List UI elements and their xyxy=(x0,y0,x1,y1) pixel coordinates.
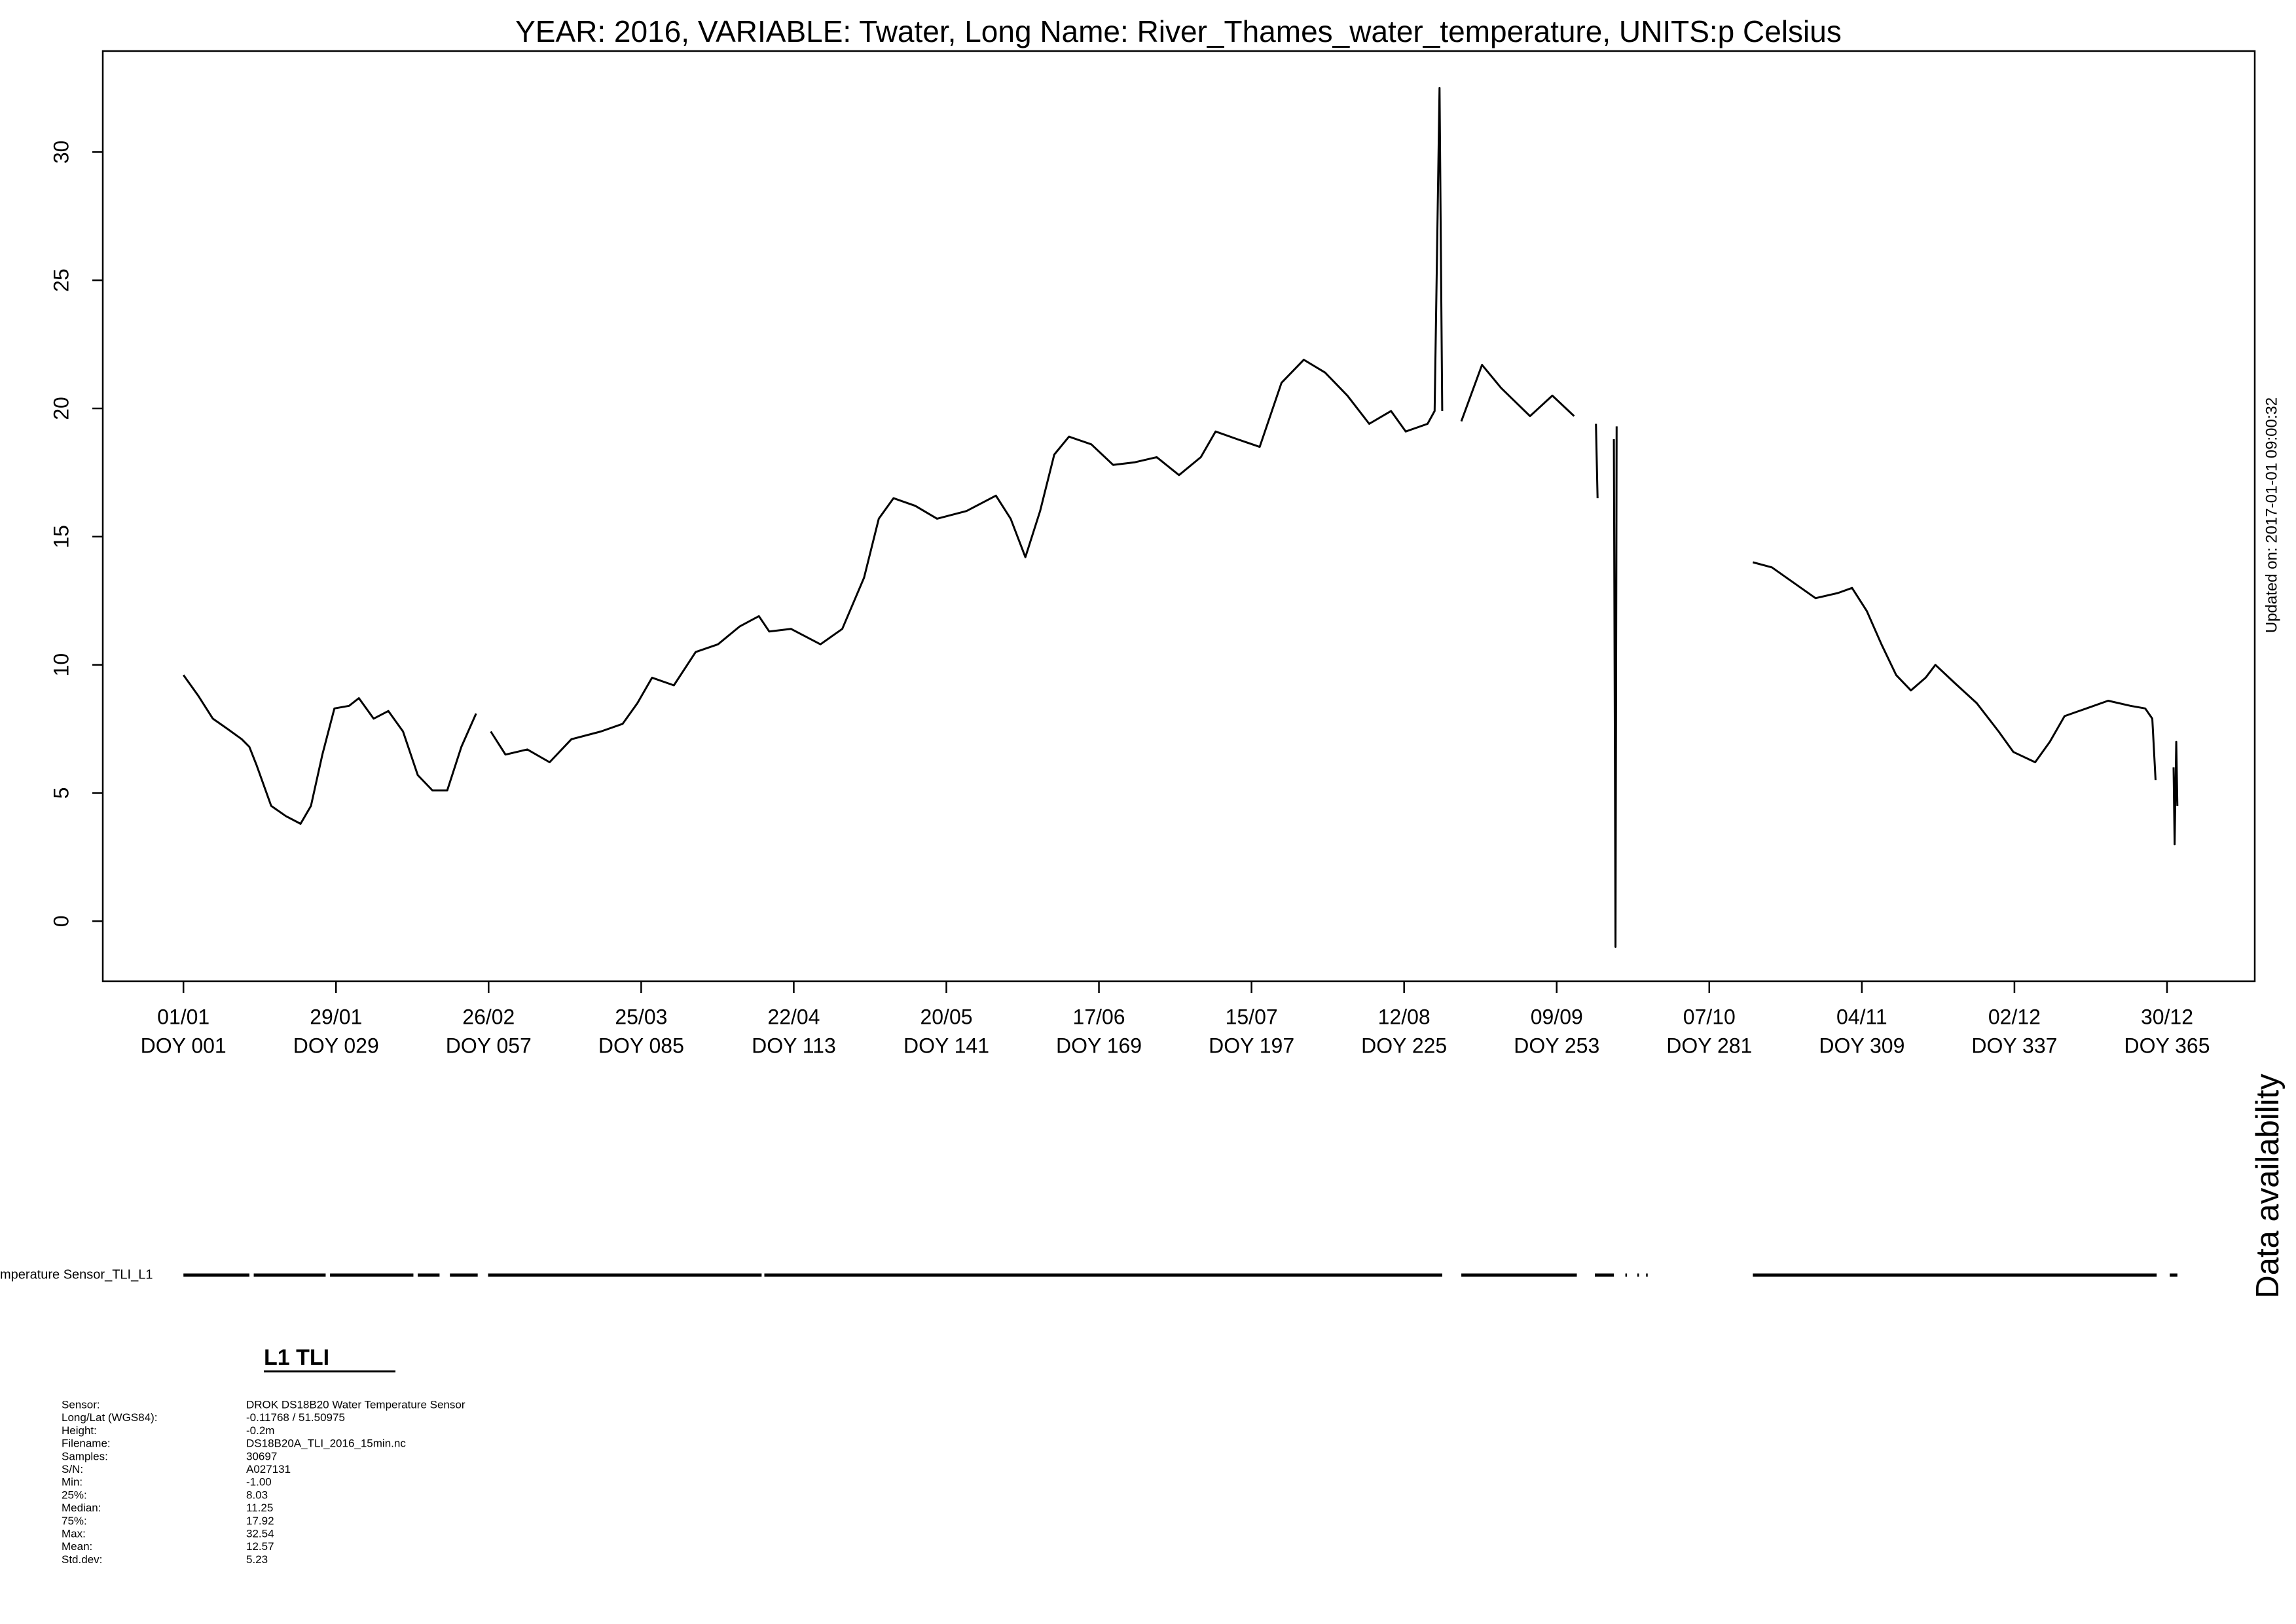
data-line xyxy=(182,86,2179,948)
x-tick-doy: DOY 253 xyxy=(1514,1034,1599,1057)
info-label: Mean: xyxy=(62,1540,92,1553)
info-label: Max: xyxy=(62,1527,86,1540)
info-label: S/N: xyxy=(62,1463,83,1475)
x-tick-doy: DOY 141 xyxy=(903,1034,989,1057)
x-tick-label: 02/12 xyxy=(1988,1005,2041,1028)
info-label: 25%: xyxy=(62,1489,87,1501)
x-tick-doy: DOY 365 xyxy=(2124,1034,2210,1057)
x-tick-doy: DOY 057 xyxy=(446,1034,532,1057)
info-value: 32.54 xyxy=(246,1527,274,1540)
y-tick-label: 10 xyxy=(49,653,73,677)
availability-label: mperature Sensor_TLI_L1 xyxy=(0,1267,153,1282)
y-tick-label: 25 xyxy=(49,268,73,292)
info-value: 8.03 xyxy=(246,1489,268,1501)
x-tick-doy: DOY 085 xyxy=(598,1034,684,1057)
x-tick-label: 25/03 xyxy=(615,1005,667,1028)
x-tick-doy: DOY 225 xyxy=(1361,1034,1447,1057)
x-tick-label: 29/01 xyxy=(310,1005,362,1028)
info-label: Std.dev: xyxy=(62,1553,102,1566)
info-value: 30697 xyxy=(246,1450,277,1462)
x-tick-label: 26/02 xyxy=(462,1005,515,1028)
x-tick-label: 20/05 xyxy=(920,1005,972,1028)
info-label: Height: xyxy=(62,1424,97,1437)
info-label: Filename: xyxy=(62,1437,111,1450)
x-tick-doy: DOY 113 xyxy=(752,1034,836,1057)
x-tick-label: 12/08 xyxy=(1378,1005,1430,1028)
info-label: Sensor: xyxy=(62,1398,100,1411)
info-label: Median: xyxy=(62,1502,101,1514)
info-value: -0.2m xyxy=(246,1424,274,1437)
x-tick-doy: DOY 309 xyxy=(1819,1034,1904,1057)
x-tick-label: 17/06 xyxy=(1073,1005,1125,1028)
x-tick-label: 30/12 xyxy=(2141,1005,2193,1028)
y-tick-label: 0 xyxy=(49,915,73,927)
info-label: Long/Lat (WGS84): xyxy=(62,1411,157,1424)
info-heading: L1 TLI xyxy=(264,1345,329,1370)
x-tick-label: 01/01 xyxy=(157,1005,210,1028)
y-tick-label: 20 xyxy=(49,397,73,420)
x-tick-doy: DOY 029 xyxy=(293,1034,379,1057)
x-tick-label: 09/09 xyxy=(1531,1005,1583,1028)
x-tick-label: 07/10 xyxy=(1683,1005,1736,1028)
y-tick-label: 5 xyxy=(49,787,73,799)
x-tick-doy: DOY 281 xyxy=(1666,1034,1752,1057)
x-tick-doy: DOY 337 xyxy=(1971,1034,2057,1057)
x-tick-label: 04/11 xyxy=(1836,1005,1887,1028)
info-value: 17.92 xyxy=(246,1515,274,1527)
info-label: 75%: xyxy=(62,1515,87,1527)
info-value: 5.23 xyxy=(246,1553,268,1566)
x-tick-label: 15/07 xyxy=(1226,1005,1278,1028)
info-value: 12.57 xyxy=(246,1540,274,1553)
x-tick-doy: DOY 197 xyxy=(1209,1034,1294,1057)
x-tick-label: 22/04 xyxy=(767,1005,820,1028)
y-tick-label: 30 xyxy=(49,141,73,164)
info-value: A027131 xyxy=(246,1463,291,1475)
info-value: -0.11768 / 51.50975 xyxy=(246,1411,345,1424)
x-tick-doy: DOY 169 xyxy=(1056,1034,1142,1057)
info-value: DS18B20A_TLI_2016_15min.nc xyxy=(246,1437,406,1450)
y-tick-label: 15 xyxy=(49,525,73,549)
plot-frame xyxy=(101,50,2256,983)
info-value: -1.00 xyxy=(246,1476,272,1489)
chart-title: YEAR: 2016, VARIABLE: Twater, Long Name:… xyxy=(515,14,1842,48)
info-label: Min: xyxy=(62,1476,82,1489)
info-label: Samples: xyxy=(62,1450,108,1462)
info-value: DROK DS18B20 Water Temperature Sensor xyxy=(246,1398,465,1411)
availability-title: Data availability xyxy=(2250,1074,2286,1299)
updated-note: Updated on: 2017-01-01 09:00:32 xyxy=(2263,397,2280,633)
info-value: 11.25 xyxy=(246,1502,273,1514)
x-tick-doy: DOY 001 xyxy=(141,1034,227,1057)
